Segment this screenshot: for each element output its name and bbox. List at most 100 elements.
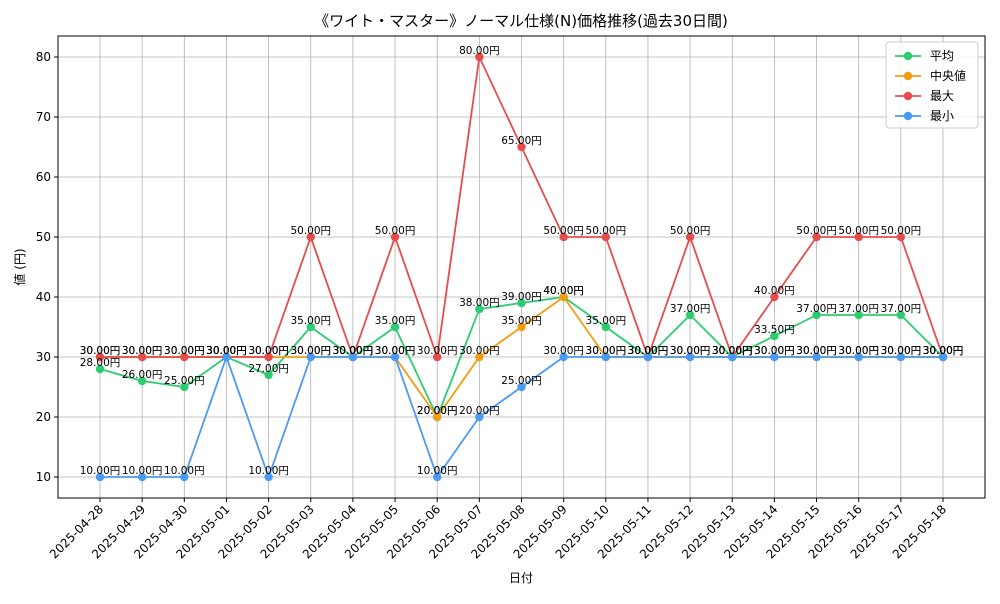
data-label: 39.00円: [501, 291, 542, 303]
data-label: 30.00円: [586, 345, 627, 357]
data-label: 35.00円: [586, 315, 627, 327]
y-tick-label: 70: [36, 110, 51, 124]
data-label: 10.00円: [164, 465, 205, 477]
data-label: 30.00円: [796, 345, 837, 357]
data-label: 35.00円: [290, 315, 331, 327]
data-label: 30.00円: [923, 345, 964, 357]
data-label: 30.00円: [459, 345, 500, 357]
data-point: [896, 232, 906, 242]
data-label: 30.00円: [881, 345, 922, 357]
series-lines: [95, 52, 948, 482]
data-label: 30.00円: [333, 345, 374, 357]
data-label: 10.00円: [417, 465, 458, 477]
data-point: [180, 352, 189, 362]
data-point: [433, 352, 442, 362]
legend-marker: [903, 91, 913, 101]
data-label: 65.00円: [501, 135, 542, 147]
data-label: 30.00円: [838, 345, 879, 357]
data-label: 10.00円: [248, 465, 289, 477]
data-point: [854, 232, 863, 242]
data-label: 30.00円: [333, 345, 374, 357]
data-point: [559, 232, 568, 242]
data-label: 30.00円: [923, 345, 964, 357]
legend-marker: [903, 51, 913, 61]
legend-label: 平均: [930, 49, 954, 63]
data-label: 30.00円: [712, 345, 753, 357]
data-label: 27.00円: [248, 363, 289, 375]
data-label: 30.00円: [796, 345, 837, 357]
data-point: [517, 298, 526, 308]
data-point: [306, 352, 315, 362]
data-label: 37.00円: [838, 303, 879, 315]
data-point: [95, 352, 105, 362]
data-label: 30.00円: [712, 345, 753, 357]
data-label: 10.00円: [122, 465, 163, 477]
legend-label: 最小: [930, 109, 954, 123]
data-label: 30.00円: [754, 345, 795, 357]
data-label: 37.00円: [881, 303, 922, 315]
data-label: 20.00円: [417, 405, 458, 417]
y-tick-label: 30: [36, 350, 51, 364]
data-label: 33.50円: [754, 324, 795, 336]
data-point: [433, 412, 442, 422]
data-point: [770, 352, 779, 362]
data-point: [137, 352, 147, 362]
data-label: 30.00円: [375, 345, 416, 357]
legend-label: 最大: [930, 89, 954, 103]
data-point: [475, 52, 484, 62]
data-point: [517, 322, 526, 332]
data-label: 30.00円: [670, 345, 711, 357]
data-point: [95, 364, 105, 374]
data-label: 30.00円: [543, 345, 584, 357]
data-label: 30.00円: [333, 345, 374, 357]
data-label: 40.00円: [543, 285, 584, 297]
data-label: 35.00円: [375, 315, 416, 327]
data-label: 25.00円: [164, 375, 205, 387]
data-point: [812, 310, 821, 320]
data-label: 35.00円: [501, 315, 542, 327]
data-label: 30.00円: [206, 345, 247, 357]
data-point: [685, 232, 695, 242]
data-label: 30.00円: [290, 345, 331, 357]
data-point: [559, 352, 568, 362]
legend-label: 中央値: [930, 68, 966, 83]
data-label: 30.00円: [248, 345, 289, 357]
data-point: [728, 352, 737, 362]
data-label: 30.00円: [670, 345, 711, 357]
y-tick-label: 50: [36, 230, 51, 244]
data-point: [475, 352, 484, 362]
data-point: [390, 352, 400, 362]
data-label: 26.00円: [122, 369, 163, 381]
data-point: [854, 352, 863, 362]
data-label: 30.00円: [712, 345, 753, 357]
data-point: [896, 310, 906, 320]
y-tick-label: 60: [36, 170, 51, 184]
data-point: [264, 352, 273, 362]
data-label: 30.00円: [375, 345, 416, 357]
legend-marker: [903, 111, 913, 121]
data-label: 50.00円: [881, 225, 922, 237]
data-point: [938, 352, 948, 362]
data-label: 30.00円: [164, 345, 205, 357]
y-tick-label: 10: [36, 470, 51, 484]
data-label: 30.00円: [923, 345, 964, 357]
data-point: [264, 370, 273, 380]
data-point: [685, 352, 695, 362]
data-label: 30.00円: [122, 345, 163, 357]
data-label: 30.00円: [417, 345, 458, 357]
data-label: 30.00円: [628, 345, 669, 357]
chart-title: 《ワイト・マスター》ノーマル仕様(N)価格推移(過去30日間): [314, 12, 728, 30]
y-tick-label: 80: [36, 50, 51, 64]
data-point: [475, 304, 484, 314]
y-axis-title: 値 (円): [12, 248, 27, 285]
data-point: [854, 310, 863, 320]
data-label: 30.00円: [628, 345, 669, 357]
data-point: [180, 382, 189, 392]
data-label: 30.00円: [754, 345, 795, 357]
data-label: 80.00円: [459, 45, 500, 57]
data-label: 50.00円: [670, 225, 711, 237]
data-label: 30.00円: [248, 345, 289, 357]
data-label: 50.00円: [796, 225, 837, 237]
